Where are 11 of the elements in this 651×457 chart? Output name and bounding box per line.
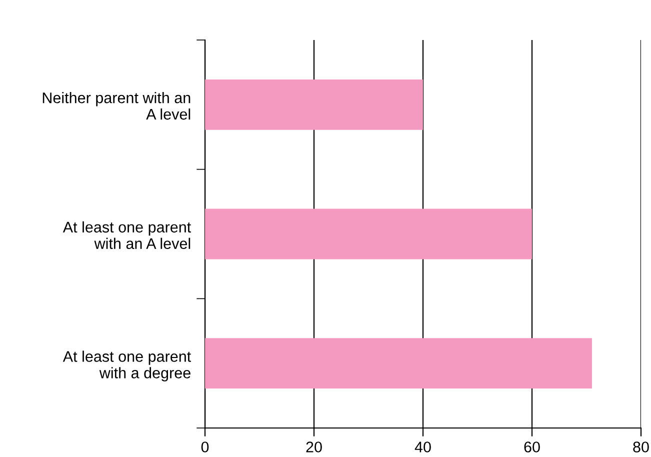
bar bbox=[205, 79, 423, 130]
x-tick-label: 40 bbox=[414, 442, 431, 452]
x-tick-label: 80 bbox=[633, 442, 649, 452]
y-tick-label: At least one parent with an A level bbox=[62, 221, 192, 250]
bar bbox=[205, 208, 532, 260]
x-tick-label: 20 bbox=[306, 442, 322, 452]
y-tick-label: Neither parent with an A level bbox=[42, 92, 190, 120]
y-tick-label: At least one parent with a degree bbox=[62, 350, 192, 382]
x-tick-label: 60 bbox=[524, 442, 540, 452]
bar bbox=[205, 338, 592, 389]
x-tick-label: 0 bbox=[201, 442, 209, 452]
